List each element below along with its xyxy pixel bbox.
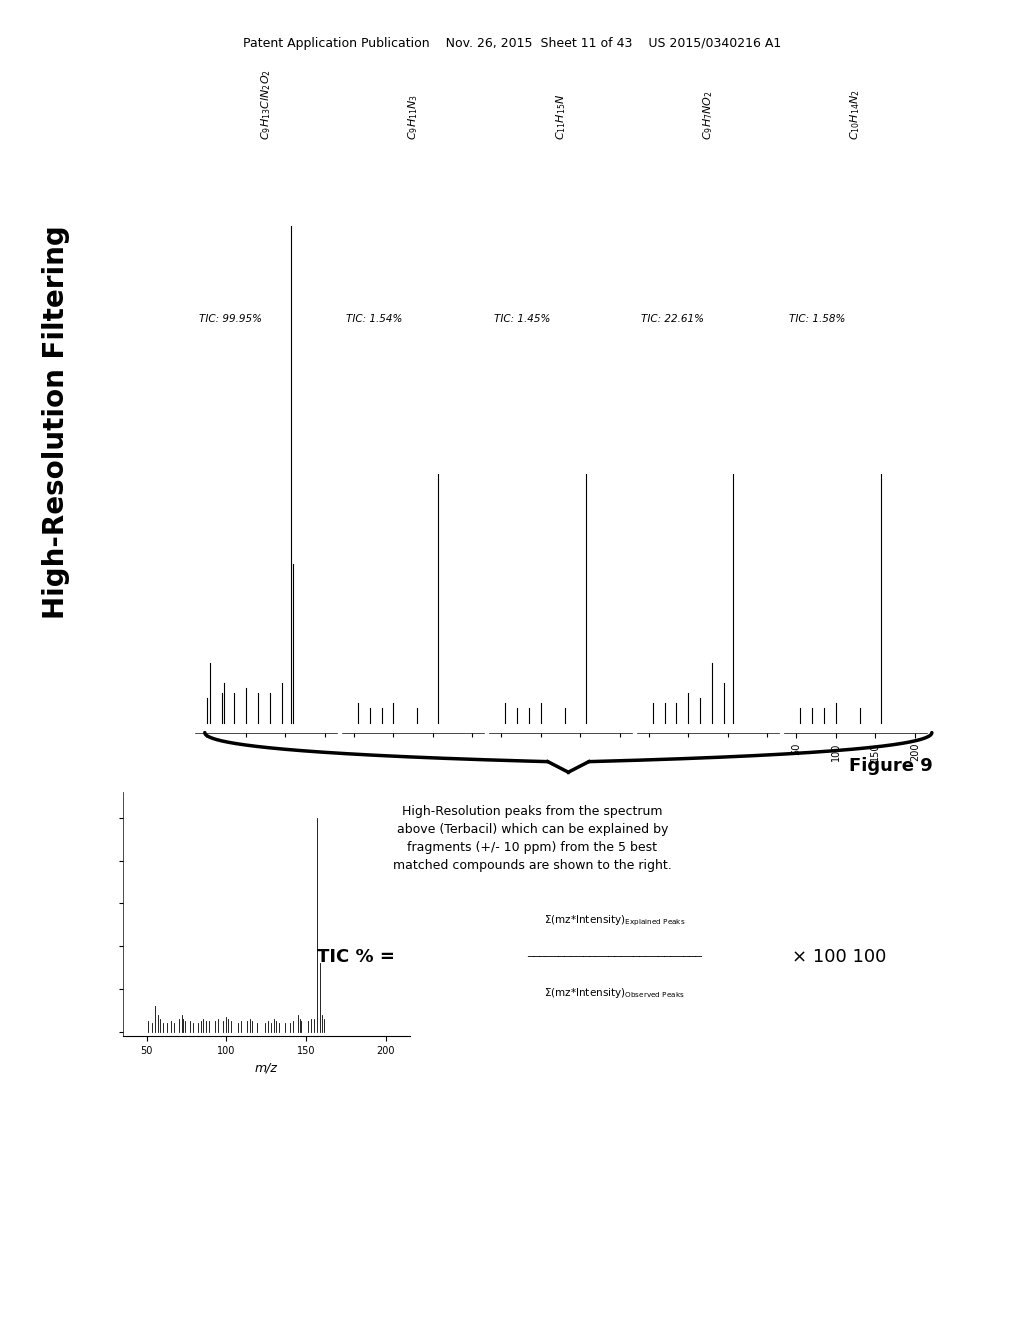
- Text: Patent Application Publication    Nov. 26, 2015  Sheet 11 of 43    US 2015/03402: Patent Application Publication Nov. 26, …: [243, 37, 781, 50]
- Text: $C_9H_{11}N_3$: $C_9H_{11}N_3$: [407, 94, 420, 140]
- Text: $C_{10}H_{14}N_2$: $C_{10}H_{14}N_2$: [849, 90, 862, 140]
- Text: $\Sigma$(mz*Intensity)$_\mathregular{Explained\ Peaks}$: $\Sigma$(mz*Intensity)$_\mathregular{Exp…: [544, 913, 685, 928]
- Text: $\Sigma$(mz*Intensity)$_\mathregular{Observed\ Peaks}$: $\Sigma$(mz*Intensity)$_\mathregular{Obs…: [544, 986, 685, 1001]
- Text: High-Resolution peaks from the spectrum
above (Terbacil) which can be explained : High-Resolution peaks from the spectrum …: [393, 805, 672, 873]
- Text: Figure 9: Figure 9: [849, 756, 933, 775]
- Text: TIC: 1.54%: TIC: 1.54%: [346, 314, 402, 325]
- X-axis label: m/z: m/z: [255, 1061, 278, 1074]
- Text: $C_9H_{13}ClN_2O_2$: $C_9H_{13}ClN_2O_2$: [259, 69, 272, 140]
- Text: TIC: 99.95%: TIC: 99.95%: [199, 314, 262, 325]
- Text: × 100 100: × 100 100: [793, 948, 887, 966]
- Text: TIC: 22.61%: TIC: 22.61%: [641, 314, 705, 325]
- Text: TIC: 1.45%: TIC: 1.45%: [494, 314, 550, 325]
- Text: $C_9H_7NO_2$: $C_9H_7NO_2$: [701, 90, 715, 140]
- Text: $C_{11}H_{15}N$: $C_{11}H_{15}N$: [554, 94, 567, 140]
- Text: ────────────────────────────: ────────────────────────────: [527, 952, 701, 962]
- Text: TIC: 1.58%: TIC: 1.58%: [788, 314, 845, 325]
- Text: TIC % =: TIC % =: [317, 948, 395, 966]
- Text: High-Resolution Filtering: High-Resolution Filtering: [42, 226, 71, 619]
